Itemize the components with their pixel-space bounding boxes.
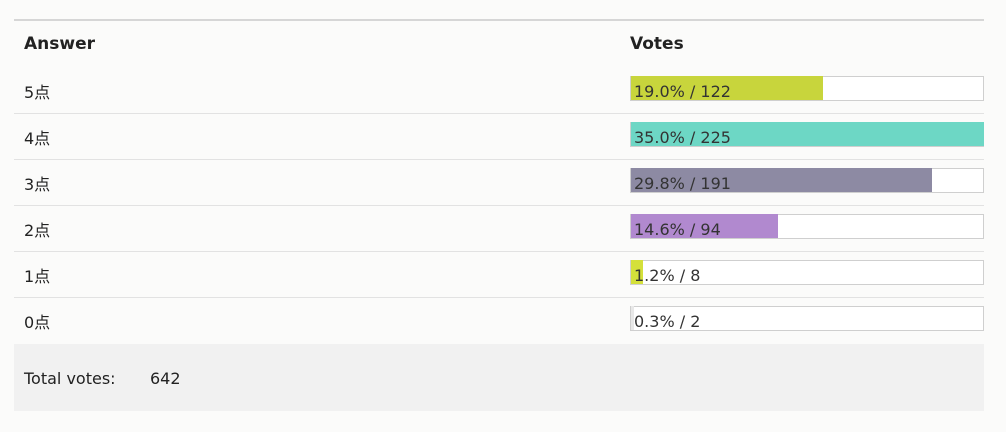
answer: 4点 (24, 129, 51, 148)
answer: 5点 (24, 83, 51, 102)
footer (14, 344, 984, 411)
bar-label: 35.0% / 225 (634, 128, 731, 147)
top-border (14, 19, 984, 21)
answer: 3点 (24, 175, 51, 194)
bar-track (630, 260, 984, 285)
header-answer: Answer (24, 34, 95, 54)
bar-label: 29.8% / 191 (634, 174, 731, 193)
bar-label: 0.3% / 2 (634, 312, 701, 331)
bar-label: 19.0% / 122 (634, 82, 731, 101)
bar (631, 168, 932, 192)
total-label: Total votes: (24, 369, 116, 388)
answer: 0点 (24, 313, 51, 332)
bar-label: 1.2% / 8 (634, 266, 701, 285)
answer: 1点 (24, 267, 51, 286)
row-separator (14, 113, 984, 114)
bar (631, 306, 635, 330)
bar (631, 214, 779, 238)
bar-track (630, 306, 984, 331)
row-separator (14, 297, 984, 298)
total-votes: 642 (150, 369, 181, 388)
bar-label: 14.6% / 94 (634, 220, 721, 239)
bar (631, 76, 823, 100)
row-separator (14, 251, 984, 252)
row-separator (14, 159, 984, 160)
row-separator (14, 205, 984, 206)
header-votes: Votes (630, 34, 684, 54)
answer: 2点 (24, 221, 51, 240)
bar (631, 260, 644, 284)
bar (631, 122, 984, 146)
